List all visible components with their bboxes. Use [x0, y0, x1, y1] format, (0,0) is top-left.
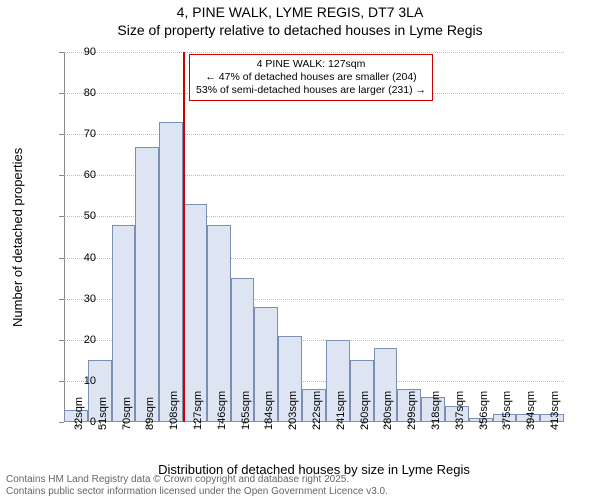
annotation-box: 4 PINE WALK: 127sqm← 47% of detached hou…: [189, 54, 433, 101]
chart-plot-area: 4 PINE WALK: 127sqm← 47% of detached hou…: [64, 52, 564, 422]
y-tick-mark: [59, 93, 64, 94]
y-tick-mark: [59, 175, 64, 176]
y-tick-mark: [59, 52, 64, 53]
gridline: [64, 52, 564, 53]
annot-line2: ← 47% of detached houses are smaller (20…: [196, 71, 426, 84]
histogram-bar: [183, 204, 207, 422]
footer-line1: Contains HM Land Registry data © Crown c…: [6, 474, 388, 486]
y-tick-label: 90: [66, 46, 96, 58]
histogram-bar: [112, 225, 136, 422]
y-tick-mark: [59, 299, 64, 300]
y-tick-label: 30: [66, 293, 96, 305]
y-tick-label: 70: [66, 128, 96, 140]
histogram-bar: [159, 122, 183, 422]
y-tick-label: 80: [66, 87, 96, 99]
y-tick-mark: [59, 422, 64, 423]
y-axis-label-text: Number of detached properties: [10, 147, 25, 326]
y-tick-label: 20: [66, 334, 96, 346]
y-tick-label: 60: [66, 169, 96, 181]
y-tick-mark: [59, 381, 64, 382]
y-axis-label: Number of detached properties: [10, 147, 25, 326]
footer-attribution: Contains HM Land Registry data © Crown c…: [6, 474, 388, 498]
y-tick-mark: [59, 216, 64, 217]
y-tick-mark: [59, 340, 64, 341]
y-axis: [64, 52, 65, 422]
y-tick-label: 10: [66, 375, 96, 387]
chart-title-line1: 4, PINE WALK, LYME REGIS, DT7 3LA: [0, 4, 600, 20]
annot-line3: 53% of semi-detached houses are larger (…: [196, 84, 426, 97]
y-tick-mark: [59, 258, 64, 259]
y-tick-mark: [59, 134, 64, 135]
histogram-bar: [135, 147, 159, 422]
annot-line1: 4 PINE WALK: 127sqm: [196, 58, 426, 71]
marker-line: [183, 52, 185, 422]
chart-title-line2: Size of property relative to detached ho…: [0, 22, 600, 38]
y-tick-label: 40: [66, 252, 96, 264]
footer-line2: Contains public sector information licen…: [6, 486, 388, 498]
y-tick-label: 50: [66, 210, 96, 222]
gridline: [64, 134, 564, 135]
